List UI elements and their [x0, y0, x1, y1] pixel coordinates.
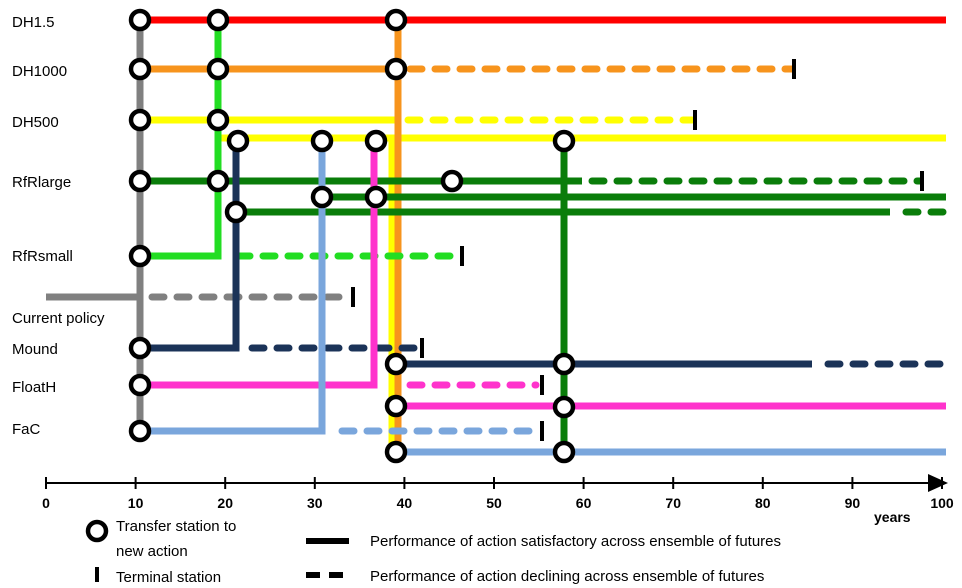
transfer-station-14	[206, 169, 230, 193]
label-dh1000: DH1000	[12, 63, 67, 80]
transfer-station-5	[206, 57, 230, 81]
legend-solid-line-label: Performance of action satisfactory acros…	[370, 533, 781, 550]
axis-unit-label: years	[874, 509, 911, 525]
transfer-station-20	[128, 336, 152, 360]
time-axis: 0 10 20 30 40 50 60 70 80 90 100 years	[42, 474, 954, 525]
transfer-station-24	[384, 394, 408, 418]
axis-tick-label-0: 0	[42, 495, 50, 511]
transfer-station-4	[128, 57, 152, 81]
transfer-station-11	[364, 129, 388, 153]
transfer-station-1	[128, 8, 152, 32]
rfrsmall-line	[140, 20, 222, 260]
label-rfrlarge: RfRlarge	[12, 174, 71, 191]
axis-tick-label-30: 30	[307, 495, 323, 511]
axis-tick-label-40: 40	[397, 495, 413, 511]
axis-tick-label-80: 80	[755, 495, 771, 511]
axis-tick-label-20: 20	[217, 495, 233, 511]
transfer-station-28	[552, 440, 576, 464]
transfer-station-26	[128, 419, 152, 443]
axis-tick-label-90: 90	[845, 495, 861, 511]
transfer-station-8	[206, 108, 230, 132]
legend-terminal-station-label: Terminal station	[116, 569, 221, 586]
transfer-station-23	[128, 373, 152, 397]
transfer-station-18	[224, 200, 248, 224]
floath-line	[140, 140, 378, 389]
pathway-lines	[46, 16, 950, 456]
transfer-stations	[128, 8, 576, 464]
legend-transfer-station-label-line2: new action	[116, 543, 188, 560]
label-dh1-5: DH1.5	[12, 14, 55, 31]
axis-tick-label-100: 100	[930, 495, 954, 511]
transfer-station-22	[552, 352, 576, 376]
transfer-station-25	[552, 395, 576, 419]
transfer-station-19	[128, 244, 152, 268]
axis-tick-label-60: 60	[576, 495, 592, 511]
transfer-station-9	[226, 129, 250, 153]
terminal-stations	[351, 59, 924, 441]
transfer-station-3	[384, 8, 408, 32]
label-rfrsmall: RfRsmall	[12, 248, 73, 265]
transfer-station-27	[384, 440, 408, 464]
label-mound: Mound	[12, 341, 58, 358]
transfer-station-15	[440, 169, 464, 193]
transfer-station-21	[384, 352, 408, 376]
axis-tick-label-50: 50	[486, 495, 502, 511]
axis-tick-label-70: 70	[665, 495, 681, 511]
transfer-station-16	[310, 185, 334, 209]
legend-transfer-station-icon	[85, 519, 109, 543]
transfer-station-17	[364, 185, 388, 209]
label-fac: FaC	[12, 421, 41, 438]
transfer-station-2	[206, 8, 230, 32]
transfer-station-12	[552, 129, 576, 153]
transfer-station-10	[310, 129, 334, 153]
legend: Transfer station to new action Terminal …	[85, 518, 781, 586]
transfer-station-13	[128, 169, 152, 193]
legend-transfer-station-label: Transfer station to	[116, 518, 236, 535]
label-floath: FloatH	[12, 379, 56, 396]
axis-tick-label-10: 10	[128, 495, 144, 511]
label-dh500: DH500	[12, 114, 59, 131]
axis-arrowhead	[928, 474, 948, 492]
fac-line	[140, 140, 326, 435]
label-current-policy: Current policy	[12, 310, 105, 327]
axis-ticks: 0 10 20 30 40 50 60 70 80 90 100	[42, 477, 954, 511]
legend-dashed-line-label: Performance of action declining across e…	[370, 568, 764, 585]
transfer-station-7	[128, 108, 152, 132]
transfer-station-6	[384, 57, 408, 81]
